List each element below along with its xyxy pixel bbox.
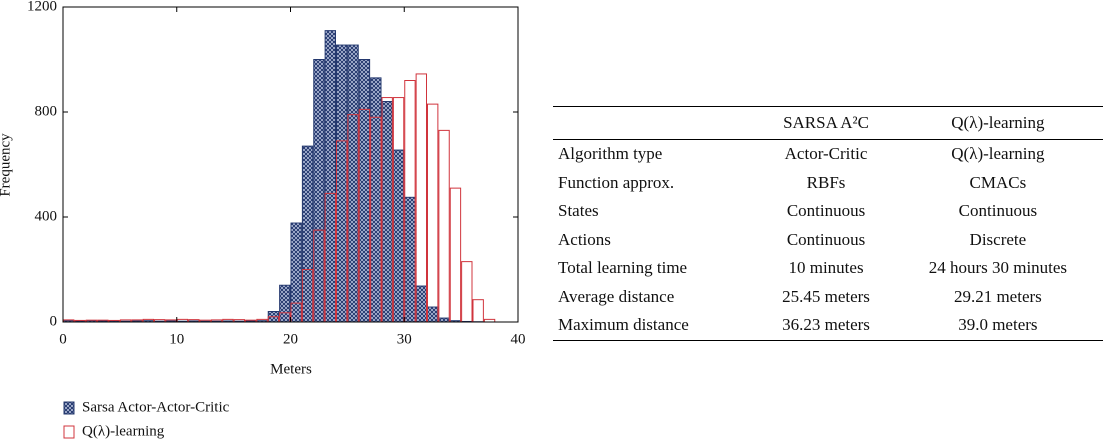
table-row: Algorithm type Actor-Critic Q(λ)-learning [553, 140, 1103, 169]
table-row: Average distance 25.45 meters 29.21 meters [553, 283, 1103, 312]
histogram-bar [336, 44, 348, 323]
histogram-bar [461, 261, 473, 323]
header-row: SARSA A²C Q(λ)-learning [553, 106, 1103, 140]
histogram-bar [415, 73, 427, 323]
histogram-bar [347, 44, 359, 323]
row-label: Total learning time [558, 258, 688, 278]
row-label: Actions [558, 229, 611, 249]
histogram-bar [427, 306, 439, 323]
histogram-bar [449, 187, 462, 323]
table-cell: RBFs [806, 172, 846, 192]
row-label: Maximum distance [553, 311, 760, 341]
legend-label: Q(λ)-learning [82, 423, 165, 439]
histogram-bar [392, 149, 405, 323]
table-cell: 29.21 meters [953, 286, 1042, 306]
legend-swatch [63, 401, 75, 415]
y-axis-label: Frequency [0, 133, 13, 197]
x-tick-label: 30 [397, 331, 412, 347]
histogram-bar [279, 284, 291, 323]
histogram-bar [427, 103, 439, 323]
y-tick-label: 0 [50, 313, 58, 329]
table-cell: Continuous [786, 201, 866, 221]
table-cell: 10 minutes [788, 258, 864, 278]
x-tick-label: 0 [59, 331, 67, 347]
legend-label: Sarsa Actor-Actor-Critic [82, 399, 230, 415]
row-label: Average distance [558, 286, 675, 306]
histogram-bar [301, 145, 314, 323]
histogram-bar [381, 101, 393, 323]
histogram-bar [358, 59, 371, 323]
table-row: Actions Continuous Discrete [553, 226, 1103, 255]
histogram-bar [438, 129, 450, 323]
table-cell: Continuous [786, 229, 866, 249]
histogram-bar [313, 59, 325, 323]
table-cell: 25.45 meters [782, 286, 870, 306]
table-row: States Continuous Continuous [553, 197, 1103, 226]
comparison-table: SARSA A²C Q(λ)-learning Algorithm type Acto… [553, 106, 1103, 341]
table-row: Maximum distance 36.23 meters 39.0 meters [553, 311, 1103, 341]
table-cell: CMACs [969, 172, 1027, 192]
histogram-bar [404, 196, 416, 323]
y-tick-label: 400 [35, 208, 58, 224]
chart: Frequency Meters 0 400 800 1200 0 10 20 30 40 Sar… [0, 0, 526, 439]
table-cell: 24 hours 30 minutes [928, 258, 1068, 278]
table-row: Function approx. RBFs CMACs [553, 169, 1103, 198]
histogram-bar [472, 299, 484, 323]
x-axis-label: Meters [270, 361, 312, 377]
x-tick-label: 10 [169, 331, 184, 347]
histogram-bar [290, 222, 302, 323]
table-cell: 39.0 meters [892, 311, 1103, 341]
histogram-bar [438, 317, 450, 323]
histogram-bar [415, 285, 427, 323]
row-label: Function approx. [558, 172, 675, 192]
histogram-bar [324, 30, 336, 323]
table-row: Total learning time 10 minutes 24 hours 30… [553, 254, 1103, 283]
header-cell: SARSA A²C [759, 106, 893, 140]
legend-swatch [63, 425, 75, 439]
histogram-bar [370, 77, 382, 323]
y-tick-label: 1200 [27, 0, 57, 14]
table-cell: Actor-Critic [784, 144, 868, 164]
x-tick-label: 20 [283, 331, 298, 347]
header-cell-blank [553, 106, 760, 140]
table-cell: Discrete [969, 229, 1027, 249]
header-cell: Q(λ)-learning [892, 106, 1103, 140]
row-label: Algorithm type [558, 144, 663, 164]
table-body: SARSA A²C Q(λ)-learning Algorithm type Acto… [553, 106, 1103, 341]
table-cell: Continuous [958, 201, 1038, 221]
table-cell: Q(λ)-learning [951, 144, 1045, 164]
table-cell: 36.23 meters [759, 311, 893, 341]
row-label: States [558, 201, 599, 221]
x-tick-label: 40 [511, 331, 526, 347]
y-tick-label: 800 [35, 103, 58, 119]
